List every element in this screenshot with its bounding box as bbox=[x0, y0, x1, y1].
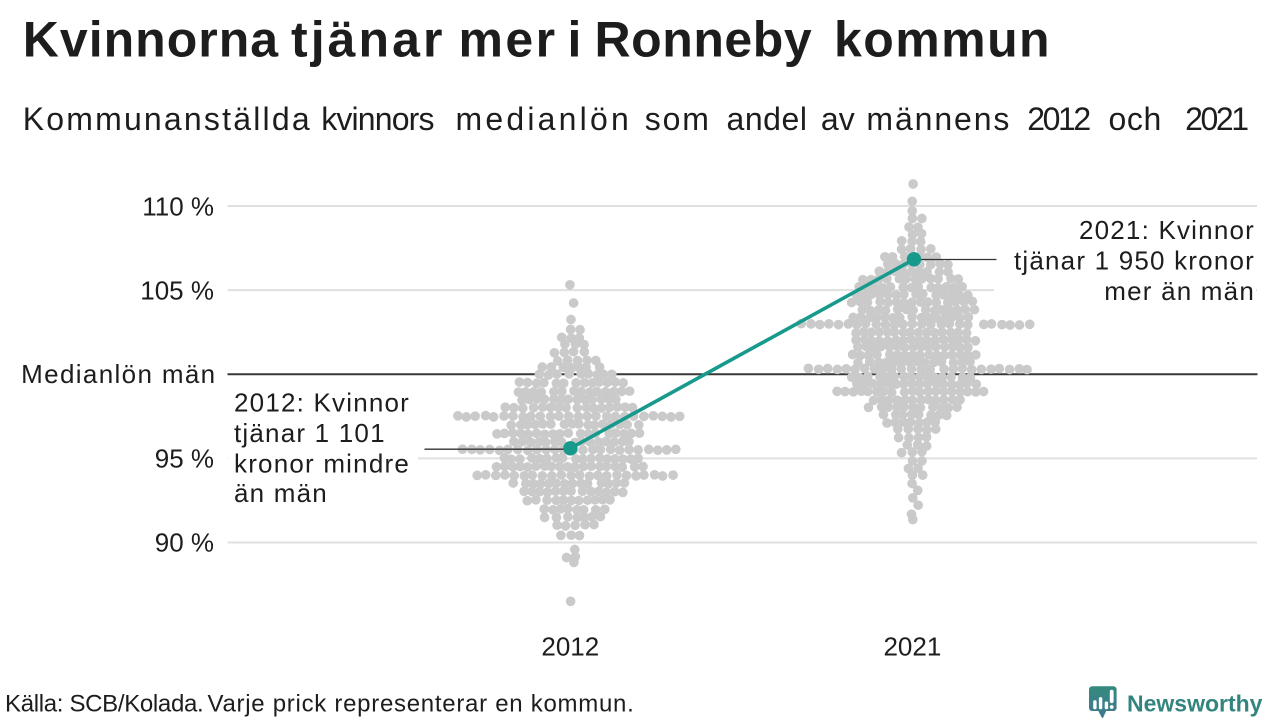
svg-text:2021: 2021 bbox=[1185, 101, 1248, 137]
svg-text:2021: 2021 bbox=[883, 632, 941, 662]
svg-text:2012: 2012 bbox=[1027, 101, 1090, 137]
svg-text:som: som bbox=[645, 101, 711, 137]
svg-text:mer än män: mer än män bbox=[1104, 276, 1255, 306]
svg-text:2012: Kvinnor: 2012: Kvinnor bbox=[234, 388, 410, 418]
svg-text:kvinnors: kvinnors bbox=[321, 101, 433, 137]
svg-text:kronor mindre: kronor mindre bbox=[234, 449, 410, 479]
svg-text:än män: än män bbox=[234, 478, 328, 508]
svg-text:i: i bbox=[568, 11, 582, 67]
svg-text:av: av bbox=[821, 101, 855, 137]
svg-text:tjänar: tjänar bbox=[291, 11, 445, 67]
svg-text:Varje prick representerar en k: Varje prick representerar en kommun. bbox=[208, 691, 635, 718]
svg-text:och: och bbox=[1109, 101, 1162, 137]
svg-text:tjänar 1 101: tjänar 1 101 bbox=[234, 418, 386, 448]
svg-text:Ronneby: Ronneby bbox=[595, 11, 813, 67]
svg-text:Källa: SCB/Kolada.: Källa: SCB/Kolada. bbox=[5, 691, 203, 718]
svg-text:Kvinnorna: Kvinnorna bbox=[23, 11, 279, 67]
svg-text:mer: mer bbox=[459, 11, 558, 67]
svg-text:andel: andel bbox=[727, 101, 808, 137]
svg-text:tjänar 1 950 kronor: tjänar 1 950 kronor bbox=[1014, 246, 1255, 276]
svg-text:110 %: 110 % bbox=[142, 191, 214, 221]
svg-text:95 %: 95 % bbox=[155, 443, 214, 473]
svg-text:männens: männens bbox=[866, 101, 1011, 137]
svg-text:105 %: 105 % bbox=[140, 275, 214, 305]
svg-text:2012: 2012 bbox=[541, 632, 599, 662]
svg-text:90 %: 90 % bbox=[155, 528, 214, 558]
svg-text:Kommunanställda: Kommunanställda bbox=[23, 101, 312, 137]
svg-text:medianlön: medianlön bbox=[456, 101, 632, 137]
svg-text:Medianlön män: Medianlön män bbox=[21, 359, 216, 389]
svg-text:Newsworthy: Newsworthy bbox=[1127, 691, 1263, 717]
svg-text:2021: Kvinnor: 2021: Kvinnor bbox=[1079, 215, 1255, 245]
svg-text:kommun: kommun bbox=[834, 11, 1051, 67]
